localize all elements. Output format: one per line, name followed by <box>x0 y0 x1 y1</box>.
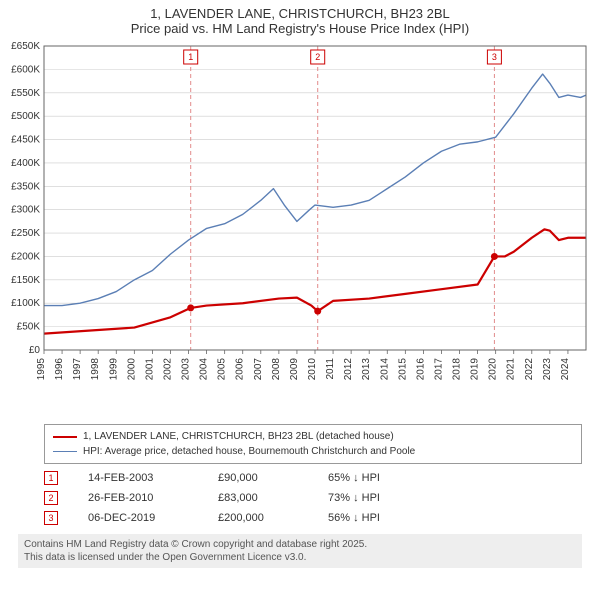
svg-text:2: 2 <box>315 52 320 62</box>
svg-text:£300K: £300K <box>11 205 40 216</box>
svg-text:1999: 1999 <box>108 358 119 381</box>
svg-text:2017: 2017 <box>433 358 444 381</box>
legend-row: HPI: Average price, detached house, Bour… <box>53 444 573 459</box>
legend-row: 1, LAVENDER LANE, CHRISTCHURCH, BH23 2BL… <box>53 429 573 444</box>
svg-text:2007: 2007 <box>253 358 264 381</box>
event-row: 3 06-DEC-2019 £200,000 56% ↓ HPI <box>44 508 582 528</box>
event-badge: 1 <box>44 471 58 485</box>
footer-line1: Contains HM Land Registry data © Crown c… <box>24 538 576 551</box>
svg-text:£100K: £100K <box>11 298 40 309</box>
svg-text:2012: 2012 <box>343 358 354 381</box>
svg-text:2022: 2022 <box>524 358 535 381</box>
events-table: 1 14-FEB-2003 £90,000 65% ↓ HPI 2 26-FEB-2010… <box>44 468 582 528</box>
svg-text:£650K: £650K <box>11 41 40 52</box>
svg-text:2002: 2002 <box>162 358 173 381</box>
svg-text:2018: 2018 <box>452 358 463 381</box>
svg-text:2019: 2019 <box>470 358 481 381</box>
event-row: 2 26-FEB-2010 £83,000 73% ↓ HPI <box>44 488 582 508</box>
svg-text:2024: 2024 <box>560 358 571 381</box>
svg-text:2020: 2020 <box>488 358 499 381</box>
svg-text:£50K: £50K <box>17 322 41 333</box>
footer-line2: This data is licensed under the Open Gov… <box>24 551 576 564</box>
svg-text:1997: 1997 <box>72 358 83 381</box>
legend-swatch <box>53 451 77 452</box>
title-line2: Price paid vs. HM Land Registry's House … <box>10 21 590 36</box>
event-diff: 56% ↓ HPI <box>328 512 418 524</box>
svg-text:2009: 2009 <box>289 358 300 381</box>
svg-text:1998: 1998 <box>90 358 101 381</box>
svg-text:£400K: £400K <box>11 158 40 169</box>
svg-text:2015: 2015 <box>397 358 408 381</box>
event-diff: 65% ↓ HPI <box>328 472 418 484</box>
event-price: £90,000 <box>218 472 298 484</box>
svg-text:3: 3 <box>492 52 497 62</box>
title-line1: 1, LAVENDER LANE, CHRISTCHURCH, BH23 2BL <box>10 6 590 21</box>
event-date: 14-FEB-2003 <box>88 472 188 484</box>
svg-text:£450K: £450K <box>11 135 40 146</box>
legend-label: HPI: Average price, detached house, Bour… <box>83 444 415 459</box>
svg-text:2016: 2016 <box>415 358 426 381</box>
svg-text:2005: 2005 <box>217 358 228 381</box>
svg-text:2013: 2013 <box>361 358 372 381</box>
svg-text:2008: 2008 <box>271 358 282 381</box>
svg-text:£150K: £150K <box>11 275 40 286</box>
svg-text:2021: 2021 <box>506 358 517 381</box>
svg-text:£200K: £200K <box>11 251 40 262</box>
svg-text:1: 1 <box>188 52 193 62</box>
svg-text:1995: 1995 <box>36 358 47 381</box>
chart-area: £0 £50K £100K £150K £200K £250K £300K £350K £400… <box>0 38 600 418</box>
event-row: 1 14-FEB-2003 £90,000 65% ↓ HPI <box>44 468 582 488</box>
svg-text:2000: 2000 <box>126 358 137 381</box>
svg-text:2014: 2014 <box>379 358 390 381</box>
legend-swatch <box>53 436 77 438</box>
line-chart-svg: £0 £50K £100K £150K £200K £250K £300K £350K £400… <box>0 38 600 418</box>
svg-text:2006: 2006 <box>235 358 246 381</box>
svg-text:£600K: £600K <box>11 64 40 75</box>
svg-text:2011: 2011 <box>325 358 336 380</box>
svg-text:1996: 1996 <box>54 358 65 381</box>
legend-label: 1, LAVENDER LANE, CHRISTCHURCH, BH23 2BL… <box>83 429 394 444</box>
svg-text:£0: £0 <box>29 345 41 356</box>
svg-text:2010: 2010 <box>307 358 318 381</box>
svg-text:2004: 2004 <box>199 358 210 381</box>
chart-titles: 1, LAVENDER LANE, CHRISTCHURCH, BH23 2BL… <box>0 0 600 38</box>
svg-text:£550K: £550K <box>11 88 40 99</box>
event-date: 06-DEC-2019 <box>88 512 188 524</box>
svg-text:£250K: £250K <box>11 228 40 239</box>
svg-text:2003: 2003 <box>181 358 192 381</box>
event-price: £200,000 <box>218 512 298 524</box>
event-diff: 73% ↓ HPI <box>328 492 418 504</box>
event-badge: 2 <box>44 491 58 505</box>
event-price: £83,000 <box>218 492 298 504</box>
event-badge: 3 <box>44 511 58 525</box>
svg-text:2023: 2023 <box>542 358 553 381</box>
attribution-footer: Contains HM Land Registry data © Crown c… <box>18 534 582 568</box>
svg-text:2001: 2001 <box>144 358 155 381</box>
svg-text:£350K: £350K <box>11 181 40 192</box>
svg-text:£500K: £500K <box>11 111 40 122</box>
event-date: 26-FEB-2010 <box>88 492 188 504</box>
legend: 1, LAVENDER LANE, CHRISTCHURCH, BH23 2BL… <box>44 424 582 464</box>
